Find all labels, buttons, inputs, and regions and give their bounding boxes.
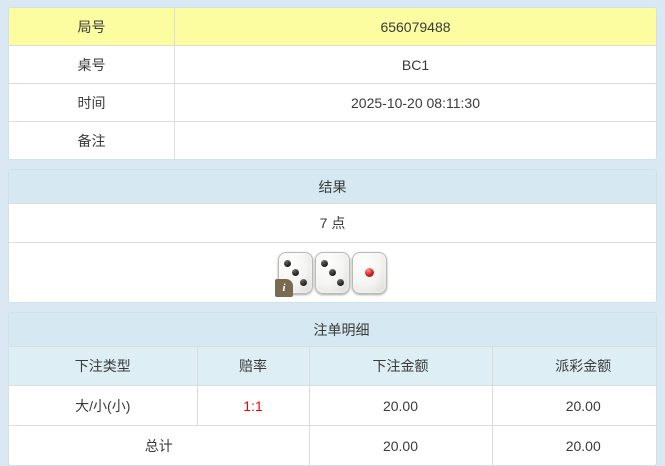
die-pip <box>329 268 336 276</box>
table-row: 备注 <box>9 121 656 159</box>
bet-stake-value: 20.00 <box>308 385 493 426</box>
die-3 <box>352 251 387 294</box>
die-2 <box>315 251 350 294</box>
bet-detail-panel: 注单明细 下注类型 赔率 下注金额 派彩金额 大/小(小) 1:1 20.00 … <box>8 312 657 466</box>
total-label: 总计 <box>9 425 310 465</box>
bet-odds-value: 1:1 <box>196 385 310 426</box>
die-pip <box>292 268 299 276</box>
table-number-label: 桌号 <box>9 45 175 84</box>
bet-payout-value: 20.00 <box>491 385 656 426</box>
bet-type-value: 大/小(小) <box>9 385 198 426</box>
time-value: 2025-10-20 08:11:30 <box>174 83 656 122</box>
remark-label: 备注 <box>9 121 175 159</box>
round-number-value: 656079488 <box>174 8 656 46</box>
die-pip <box>365 267 374 277</box>
dice-group: i <box>9 243 656 302</box>
table-row: 局号 656079488 <box>9 8 656 46</box>
table-row: i <box>9 242 656 302</box>
column-header-payout: 派彩金额 <box>491 346 656 386</box>
table-row-total: 总计 20.00 20.00 <box>9 425 656 465</box>
table-row: 桌号 BC1 <box>9 45 656 84</box>
table-number-value: BC1 <box>174 45 656 84</box>
result-points-value: 7 点 <box>9 203 656 243</box>
result-section-header: 结果 <box>9 170 656 204</box>
bet-column-headers: 下注类型 赔率 下注金额 派彩金额 <box>9 346 656 386</box>
result-header-label: 结果 <box>9 170 656 204</box>
result-panel: 结果 7 点 i <box>8 169 657 303</box>
die-pip <box>337 278 344 286</box>
bet-section-header: 注单明细 <box>9 313 656 347</box>
die-pip <box>284 259 291 267</box>
info-icon[interactable]: i <box>275 278 293 297</box>
table-row: 大/小(小) 1:1 20.00 20.00 <box>9 385 656 426</box>
column-header-stake: 下注金额 <box>308 346 493 386</box>
bet-header-label: 注单明细 <box>9 313 656 347</box>
round-info-table: 局号 656079488 桌号 BC1 时间 2025-10-20 08:11:… <box>9 8 656 159</box>
die-pip <box>321 259 328 267</box>
column-header-bet-type: 下注类型 <box>9 346 198 386</box>
remark-value <box>174 121 656 159</box>
die-pip <box>300 278 307 286</box>
round-info-panel: 局号 656079488 桌号 BC1 时间 2025-10-20 08:11:… <box>8 7 657 160</box>
round-number-label: 局号 <box>9 8 175 46</box>
column-header-odds: 赔率 <box>196 346 310 386</box>
total-stake-value: 20.00 <box>308 425 493 465</box>
result-table: 结果 7 点 i <box>9 170 656 302</box>
total-payout-value: 20.00 <box>491 425 656 465</box>
dice-cell: i <box>9 242 656 302</box>
bet-detail-table: 注单明细 下注类型 赔率 下注金额 派彩金额 大/小(小) 1:1 20.00 … <box>9 313 656 465</box>
die-1: i <box>275 251 313 297</box>
table-row: 7 点 <box>9 203 656 243</box>
table-row: 时间 2025-10-20 08:11:30 <box>9 83 656 122</box>
time-label: 时间 <box>9 83 175 122</box>
